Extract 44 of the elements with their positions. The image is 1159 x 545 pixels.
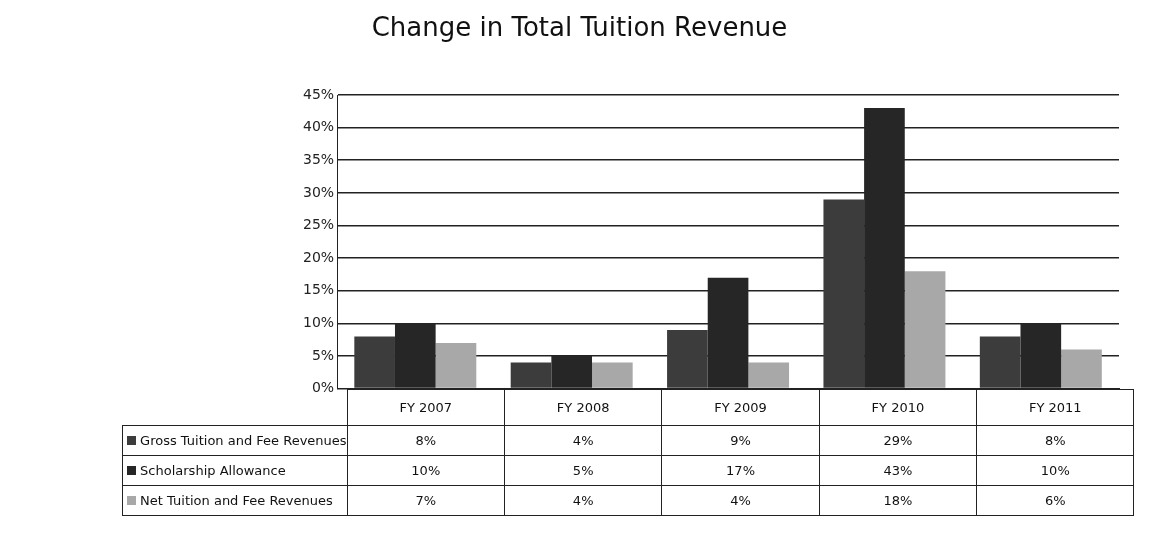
bar xyxy=(354,336,395,388)
x-tick-label: FY 2008 xyxy=(504,389,662,426)
data-label: 17% xyxy=(661,455,820,486)
x-tick-label: FY 2010 xyxy=(819,389,977,426)
y-tick-label: 5% xyxy=(311,346,335,363)
legend-label: Net Tuition and Fee Revenues xyxy=(122,485,348,516)
data-label: 6% xyxy=(976,485,1134,516)
data-label: 9% xyxy=(661,425,820,456)
data-label: 8% xyxy=(976,425,1134,456)
legend-label: Gross Tuition and Fee Revenues xyxy=(122,425,348,456)
data-label: 29% xyxy=(819,425,977,456)
chart-title: Change in Total Tuition Revenue xyxy=(370,12,789,42)
bar xyxy=(748,362,790,388)
x-tick-label: FY 2011 xyxy=(976,389,1134,426)
data-label: 7% xyxy=(347,485,505,516)
y-tick-label: 30% xyxy=(302,183,335,200)
legend-label: Scholarship Allowance xyxy=(122,455,348,486)
bar xyxy=(1061,349,1102,388)
bar xyxy=(592,362,633,388)
data-label: 8% xyxy=(347,425,505,456)
y-tick-label: 10% xyxy=(302,314,335,330)
y-tick-label: 0% xyxy=(311,379,335,396)
bar xyxy=(979,336,1021,388)
y-tick-label: 25% xyxy=(302,216,335,233)
y-tick-label: 20% xyxy=(302,248,335,265)
x-tick-label: FY 2007 xyxy=(347,389,505,426)
y-tick-label: 15% xyxy=(302,281,335,298)
bar xyxy=(435,342,477,388)
x-tick-label: FY 2009 xyxy=(661,389,820,426)
y-tick-label: 35% xyxy=(302,150,335,167)
data-label: 5% xyxy=(504,455,662,486)
data-label: 4% xyxy=(504,425,662,456)
data-label: 10% xyxy=(347,455,505,486)
data-label: 10% xyxy=(976,455,1134,486)
data-label: 4% xyxy=(661,485,820,516)
data-label: 4% xyxy=(504,485,662,516)
bar xyxy=(904,271,946,388)
bar xyxy=(510,362,552,388)
y-tick-label: 40% xyxy=(302,118,335,135)
y-tick-label: 45% xyxy=(302,85,335,102)
data-label: 18% xyxy=(819,485,977,516)
bar xyxy=(667,329,708,388)
data-label: 43% xyxy=(819,455,977,486)
bar xyxy=(823,199,865,388)
